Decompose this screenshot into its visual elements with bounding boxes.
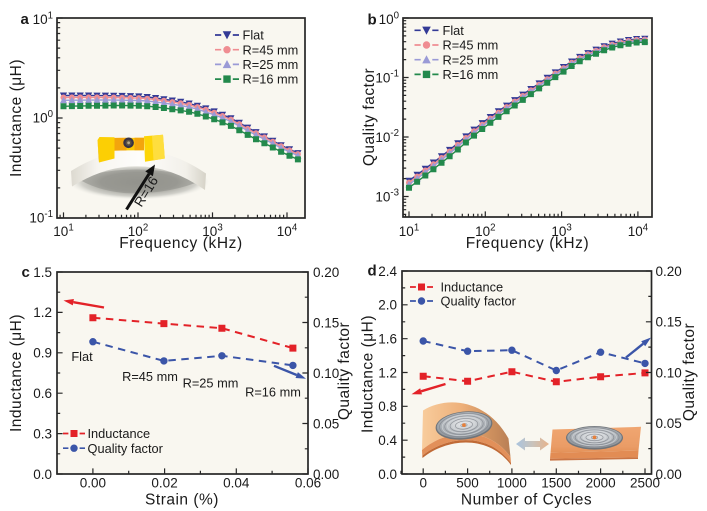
- svg-text:1.2: 1.2: [378, 365, 397, 380]
- svg-text:R=25 mm: R=25 mm: [243, 57, 299, 72]
- svg-text:Quality factor: Quality factor: [336, 322, 353, 420]
- svg-text:Quality factor: Quality factor: [681, 323, 698, 421]
- svg-text:Inductance (μH): Inductance (μH): [8, 59, 25, 177]
- svg-text:R=16 mm: R=16 mm: [245, 385, 301, 400]
- svg-text:500: 500: [456, 476, 479, 491]
- svg-text:R=45 mm: R=45 mm: [443, 38, 499, 53]
- svg-text:0.04: 0.04: [223, 476, 250, 491]
- svg-text:0.15: 0.15: [656, 315, 682, 330]
- svg-text:0.00: 0.00: [313, 467, 339, 482]
- svg-text:2500: 2500: [630, 476, 660, 491]
- svg-text:R=16 mm: R=16 mm: [243, 72, 299, 87]
- svg-text:Inductance: Inductance: [88, 426, 151, 441]
- svg-text:0.05: 0.05: [313, 416, 339, 431]
- svg-text:d: d: [368, 263, 377, 280]
- svg-text:R=25 mm: R=25 mm: [443, 52, 499, 67]
- svg-text:1.6: 1.6: [378, 331, 397, 346]
- svg-text:2000: 2000: [586, 476, 616, 491]
- svg-text:0.00: 0.00: [656, 467, 682, 482]
- svg-text:0.4: 0.4: [378, 433, 397, 448]
- svg-text:1.5: 1.5: [33, 265, 52, 280]
- svg-text:2.4: 2.4: [378, 264, 397, 279]
- svg-text:0.20: 0.20: [313, 265, 339, 280]
- svg-text:c: c: [22, 264, 30, 281]
- svg-text:Quality factor: Quality factor: [361, 68, 378, 166]
- svg-text:0.0: 0.0: [378, 467, 397, 482]
- svg-text:1.2: 1.2: [33, 305, 52, 320]
- svg-text:Inductance (μH): Inductance (μH): [8, 314, 25, 432]
- svg-text:0.10: 0.10: [313, 366, 339, 381]
- svg-text:Inductance (μH): Inductance (μH): [360, 315, 377, 433]
- svg-text:b: b: [368, 12, 377, 29]
- svg-text:2.0: 2.0: [378, 298, 397, 313]
- svg-text:Flat: Flat: [71, 349, 93, 364]
- svg-text:Flat: Flat: [243, 28, 265, 43]
- svg-text:0.10: 0.10: [656, 365, 682, 380]
- svg-text:0.0: 0.0: [33, 467, 52, 482]
- svg-text:0.6: 0.6: [33, 386, 52, 401]
- svg-text:0.00: 0.00: [80, 476, 106, 491]
- svg-text:0.20: 0.20: [656, 264, 682, 279]
- svg-text:a: a: [21, 11, 30, 28]
- svg-text:R=45 mm: R=45 mm: [243, 42, 299, 57]
- svg-text:Frequency (kHz): Frequency (kHz): [119, 235, 243, 252]
- svg-text:1500: 1500: [541, 476, 571, 491]
- svg-text:0.06: 0.06: [295, 476, 321, 491]
- svg-text:Number of Cycles: Number of Cycles: [461, 492, 592, 509]
- svg-text:Frequency (kHz): Frequency (kHz): [466, 235, 590, 252]
- svg-text:0.02: 0.02: [151, 476, 177, 491]
- svg-text:Strain (%): Strain (%): [145, 492, 219, 509]
- svg-text:Quality factor: Quality factor: [88, 441, 164, 456]
- svg-text:0.3: 0.3: [33, 426, 52, 441]
- svg-text:0.9: 0.9: [33, 346, 52, 361]
- svg-text:Quality factor: Quality factor: [441, 294, 517, 309]
- svg-text:R=25 mm: R=25 mm: [183, 376, 239, 391]
- svg-text:1000: 1000: [497, 476, 527, 491]
- svg-text:0: 0: [419, 476, 427, 491]
- svg-text:0.8: 0.8: [378, 399, 397, 414]
- svg-text:0.15: 0.15: [313, 315, 339, 330]
- svg-text:R=45 mm: R=45 mm: [122, 369, 178, 384]
- svg-text:Inductance: Inductance: [441, 280, 504, 295]
- svg-text:0.05: 0.05: [656, 416, 682, 431]
- svg-text:R=16 mm: R=16 mm: [443, 67, 499, 82]
- svg-text:Flat: Flat: [443, 23, 465, 38]
